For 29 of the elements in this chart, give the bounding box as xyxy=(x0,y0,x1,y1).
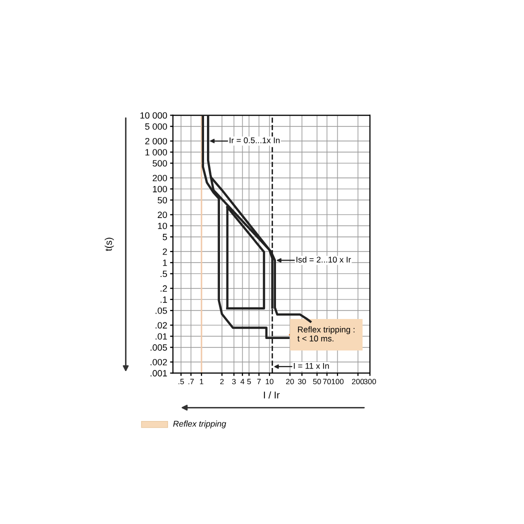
y-tick-label: .1 xyxy=(160,296,167,303)
y-tick-label: 2 000 xyxy=(145,138,168,144)
annotation: Reflex tripping : t < 10 ms. xyxy=(297,326,354,342)
y-tick-label: 10 000 xyxy=(140,112,168,119)
y-tick-label: .005 xyxy=(150,344,167,351)
annotation: Isd = 2...10 x Ir xyxy=(296,256,351,263)
text: Reflex tripping xyxy=(173,420,226,428)
y-tick-label: 1 xyxy=(163,260,167,266)
y-tick-label: 20 xyxy=(158,212,168,218)
y-tick-label: .05 xyxy=(156,307,167,314)
y-axis-title: t(s) xyxy=(104,238,114,252)
y-tick-label: 100 xyxy=(152,186,168,192)
y-tick-label: 500 xyxy=(152,160,168,167)
y-tick-label: .001 xyxy=(150,370,167,376)
y-tick-label: 10 xyxy=(158,222,168,230)
y-tick-label: 5 xyxy=(162,234,167,240)
y-tick-label: .5 xyxy=(160,270,167,278)
annotation: Ir = 0.5...1x In xyxy=(230,137,280,144)
y-tick-label: 1 000 xyxy=(145,149,168,156)
y-tick-label: 2 xyxy=(162,248,167,255)
y-tick-label: .01 xyxy=(156,333,167,340)
y-tick-label: 200 xyxy=(152,174,168,182)
annotation: I = 11 x In xyxy=(294,363,329,369)
y-tick-label: .002 xyxy=(150,358,167,366)
y-tick-label: 5 000 xyxy=(145,123,168,130)
y-tick-label: .02 xyxy=(156,322,167,329)
x-axis-title: I / Ir xyxy=(264,391,280,398)
y-tick-label: .2 xyxy=(160,285,167,292)
y-tick-label: 50 xyxy=(158,196,168,204)
